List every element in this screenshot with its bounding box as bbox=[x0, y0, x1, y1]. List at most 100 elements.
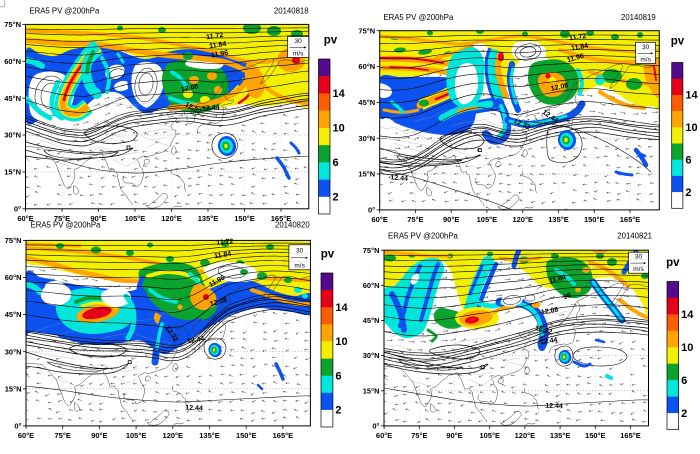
svg-text:11.84: 11.84 bbox=[571, 43, 589, 53]
svg-text:0°: 0° bbox=[372, 422, 379, 431]
svg-text:10: 10 bbox=[335, 336, 347, 348]
svg-text:90°E: 90°E bbox=[443, 215, 459, 224]
svg-text:105°E: 105°E bbox=[126, 431, 147, 440]
svg-text:30: 30 bbox=[642, 44, 650, 51]
svg-text:ERA5 PV @200hPa: ERA5 PV @200hPa bbox=[383, 13, 454, 22]
svg-text:96: 96 bbox=[563, 292, 573, 301]
svg-text:12.08: 12.08 bbox=[540, 307, 559, 317]
svg-text:20140820: 20140820 bbox=[275, 221, 310, 230]
svg-text:12.44: 12.44 bbox=[185, 405, 203, 413]
svg-text:135°E: 135°E bbox=[548, 215, 569, 224]
svg-text:12.44: 12.44 bbox=[202, 104, 220, 113]
svg-text:pv: pv bbox=[666, 257, 680, 269]
svg-text:60°E: 60°E bbox=[376, 431, 392, 440]
svg-text:11.72: 11.72 bbox=[206, 32, 224, 41]
svg-text:12.44: 12.44 bbox=[540, 337, 558, 346]
svg-text:60°N: 60°N bbox=[4, 57, 21, 66]
svg-text:105°E: 105°E bbox=[479, 431, 500, 440]
svg-text:20140818: 20140818 bbox=[274, 7, 309, 16]
svg-text:105°E: 105°E bbox=[477, 215, 498, 224]
svg-text:165°E: 165°E bbox=[273, 431, 294, 440]
svg-text:11.72: 11.72 bbox=[569, 33, 587, 42]
svg-text:30°N: 30°N bbox=[358, 134, 375, 143]
svg-text:75°N: 75°N bbox=[5, 236, 22, 245]
svg-text:6: 6 bbox=[333, 157, 339, 169]
svg-text:15°N: 15°N bbox=[5, 384, 22, 393]
svg-text:60°E: 60°E bbox=[372, 215, 388, 224]
svg-text:ERA5 PV @200hPa: ERA5 PV @200hPa bbox=[388, 231, 459, 240]
svg-text:m/s: m/s bbox=[640, 56, 651, 63]
svg-text:11.84: 11.84 bbox=[209, 41, 227, 50]
svg-text:m/s: m/s bbox=[294, 263, 305, 270]
svg-text:10: 10 bbox=[681, 342, 693, 354]
svg-text:75°E: 75°E bbox=[54, 214, 70, 223]
svg-text:90°E: 90°E bbox=[91, 431, 107, 440]
svg-text:10: 10 bbox=[333, 123, 345, 135]
svg-text:75°N: 75°N bbox=[363, 246, 380, 255]
svg-text:45°N: 45°N bbox=[5, 310, 22, 319]
svg-text:11.96: 11.96 bbox=[211, 50, 229, 60]
svg-text:pv: pv bbox=[321, 249, 335, 261]
svg-text:60°N: 60°N bbox=[5, 273, 22, 282]
svg-text:105°E: 105°E bbox=[125, 214, 146, 223]
svg-text:45°N: 45°N bbox=[363, 316, 380, 325]
svg-text:45°N: 45°N bbox=[358, 98, 375, 107]
svg-text:150°E: 150°E bbox=[234, 214, 255, 223]
svg-text:60°E: 60°E bbox=[17, 214, 33, 223]
svg-text:11.84: 11.84 bbox=[214, 251, 232, 260]
svg-text:15°N: 15°N bbox=[4, 168, 21, 177]
svg-text:45°N: 45°N bbox=[4, 94, 21, 103]
svg-text:30: 30 bbox=[296, 248, 304, 255]
svg-text:135°E: 135°E bbox=[199, 431, 220, 440]
svg-text:150°E: 150°E bbox=[236, 431, 257, 440]
svg-text:14: 14 bbox=[335, 302, 348, 314]
svg-text:135°E: 135°E bbox=[550, 431, 571, 440]
svg-text:30°N: 30°N bbox=[363, 351, 380, 360]
svg-text:90°E: 90°E bbox=[90, 214, 106, 223]
svg-text:75°N: 75°N bbox=[358, 26, 375, 35]
svg-text:20140821: 20140821 bbox=[617, 231, 652, 240]
svg-text:30°N: 30°N bbox=[4, 131, 21, 140]
svg-text:120°E: 120°E bbox=[512, 215, 533, 224]
svg-text:120°E: 120°E bbox=[161, 214, 182, 223]
svg-text:14: 14 bbox=[685, 90, 698, 102]
svg-text:pv: pv bbox=[671, 36, 685, 48]
svg-text:0°: 0° bbox=[14, 422, 21, 431]
svg-text:120°E: 120°E bbox=[515, 431, 536, 440]
svg-text:12.44: 12.44 bbox=[545, 403, 563, 411]
svg-text:20140819: 20140819 bbox=[621, 13, 656, 22]
svg-text:11.96: 11.96 bbox=[566, 53, 584, 64]
svg-text:12.08: 12.08 bbox=[180, 83, 199, 94]
svg-text:150°E: 150°E bbox=[585, 431, 606, 440]
svg-text:pv: pv bbox=[324, 35, 338, 47]
svg-text:75°E: 75°E bbox=[411, 431, 427, 440]
svg-text:12.44: 12.44 bbox=[186, 336, 205, 346]
svg-text:6: 6 bbox=[685, 155, 691, 167]
svg-text:135°E: 135°E bbox=[198, 214, 219, 223]
svg-text:60°N: 60°N bbox=[363, 281, 380, 290]
svg-text:30: 30 bbox=[635, 254, 643, 261]
svg-text:30: 30 bbox=[294, 38, 302, 45]
svg-text:75°N: 75°N bbox=[4, 20, 21, 29]
svg-text:60°E: 60°E bbox=[18, 431, 34, 440]
svg-text:12.08: 12.08 bbox=[209, 297, 228, 308]
svg-text:2: 2 bbox=[681, 408, 687, 420]
svg-text:6: 6 bbox=[681, 375, 687, 387]
svg-text:120°E: 120°E bbox=[163, 431, 184, 440]
svg-text:ERA5 PV @200hPa: ERA5 PV @200hPa bbox=[31, 221, 102, 230]
svg-text:14: 14 bbox=[681, 309, 694, 321]
svg-text:11.84: 11.84 bbox=[548, 274, 566, 285]
svg-text:165°E: 165°E bbox=[620, 215, 641, 224]
svg-text:15°N: 15°N bbox=[363, 386, 380, 395]
svg-text:90°E: 90°E bbox=[446, 431, 462, 440]
svg-text:15°N: 15°N bbox=[358, 170, 375, 179]
svg-text:165°E: 165°E bbox=[271, 214, 292, 223]
svg-text:75°E: 75°E bbox=[55, 431, 71, 440]
svg-text:m/s: m/s bbox=[293, 50, 304, 57]
svg-text:30°N: 30°N bbox=[5, 347, 22, 356]
svg-text:10: 10 bbox=[685, 122, 697, 134]
svg-text:2: 2 bbox=[335, 405, 341, 417]
svg-text:75°E: 75°E bbox=[407, 215, 423, 224]
svg-text:165°E: 165°E bbox=[620, 431, 641, 440]
svg-text:ERA5 PV @200hPa: ERA5 PV @200hPa bbox=[29, 7, 100, 16]
